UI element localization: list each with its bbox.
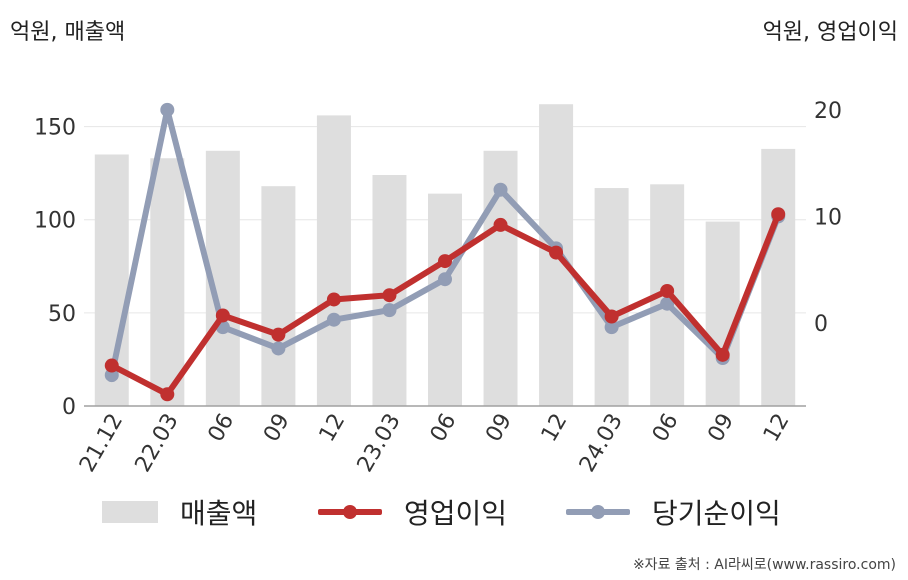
operating-profit-point [382, 288, 397, 303]
right-tick-label: 0 [814, 312, 828, 337]
operating-profit-point [160, 387, 175, 402]
net-income-point [604, 320, 619, 335]
legend: 매출액 영업이익 당기순이익 [0, 492, 908, 532]
bar-layer [94, 104, 796, 407]
legend-label-operating-profit: 영업이익 [404, 497, 508, 530]
legend-swatch-net-income [566, 501, 630, 523]
right-axis-title: 억원, 영업이익 [762, 20, 898, 45]
net-income-point [326, 312, 341, 327]
x-tick-label: 12 [537, 410, 573, 447]
left-tick-label: 100 [34, 209, 76, 234]
operating-profit-point [326, 292, 341, 307]
legend-label-revenue: 매출액 [180, 497, 258, 530]
x-tick-label: 21.12 [75, 410, 128, 477]
revenue-bar [761, 148, 796, 406]
x-tick-label: 06 [648, 410, 684, 447]
legend-label-net-income: 당기순이익 [652, 497, 781, 530]
right-tick-label: 10 [814, 205, 842, 230]
operating-profit-point [715, 347, 730, 362]
legend-swatch-revenue [102, 501, 158, 523]
x-tick-label: 23.03 [353, 410, 406, 477]
legend-item-net-income: 당기순이익 [566, 492, 781, 532]
right-tick-label: 20 [814, 99, 842, 124]
revenue-bar [428, 193, 462, 406]
legend-item-operating-profit: 영업이익 [318, 492, 507, 532]
operating-profit-point [104, 358, 119, 373]
x-tick-label: 09 [259, 410, 295, 447]
operating-profit-point [660, 283, 675, 298]
operating-profit-point [771, 207, 786, 222]
net-income-point [493, 182, 508, 197]
operating-profit-point [493, 217, 508, 232]
operating-profit-point [438, 254, 452, 269]
revenue-bar [261, 186, 296, 406]
x-tick-label: 24.03 [575, 410, 628, 477]
x-tick-label: 06 [204, 410, 240, 447]
line-layer [104, 102, 786, 402]
net-income-point [104, 368, 119, 383]
net-income-point [660, 296, 675, 311]
net-income-point [438, 272, 452, 287]
x-tick-label: 12 [315, 410, 351, 447]
x-tick-label: 09 [481, 410, 517, 447]
legend-item-revenue: 매출액 [102, 492, 257, 532]
x-tick-label: 12 [759, 410, 795, 447]
left-tick-label: 150 [34, 116, 76, 141]
net-income-point [160, 102, 175, 117]
operating-profit-point [604, 309, 619, 324]
x-tick-label: 09 [703, 410, 739, 447]
net-income-point [271, 341, 286, 356]
operating-profit-point [215, 308, 230, 323]
x-tick-label: 06 [426, 410, 462, 447]
revenue-bar [316, 115, 351, 406]
x-tick-label: 22.03 [131, 410, 184, 477]
source-note: ※자료 출처 : AI라씨로(www.rassiro.com) [632, 557, 896, 573]
revenue-bar [594, 188, 629, 406]
operating-profit-point [549, 245, 564, 260]
left-tick-label: 0 [62, 395, 76, 420]
legend-swatch-operating-profit [318, 501, 382, 523]
left-tick-label: 50 [48, 302, 76, 327]
operating-profit-point [271, 327, 286, 342]
revenue-bar [705, 221, 740, 406]
revenue-bar [150, 158, 185, 406]
net-income-point [382, 303, 397, 318]
left-axis-title: 억원, 매출액 [10, 20, 126, 45]
